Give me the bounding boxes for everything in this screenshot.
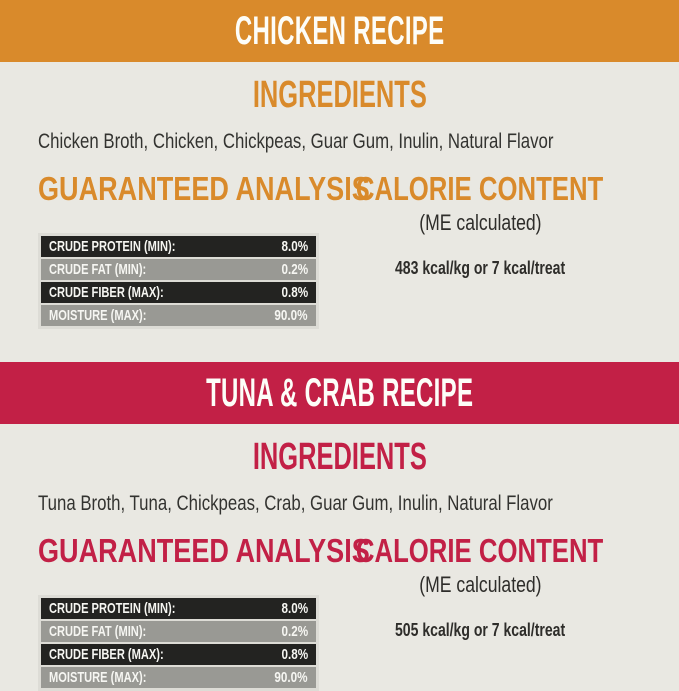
tuna-detail-columns: GUARANTEED ANALYSIS CRUDE PROTEIN (MIN):… — [38, 532, 641, 691]
tuna-ingredients-list: Tuna Broth, Tuna, Chickpeas, Crab, Guar … — [38, 492, 641, 518]
chicken-analysis-heading-text: GUARANTEED ANALYSIS — [38, 170, 370, 207]
row-label: CRUDE FIBER (MAX): — [49, 284, 164, 301]
row-label: CRUDE FAT (MIN): — [49, 261, 147, 278]
tuna-crab-recipe-section: TUNA & CRAB RECIPE INGREDIENTS Tuna Brot… — [0, 362, 679, 691]
row-value: 8.0% — [281, 238, 308, 255]
tuna-analysis-column: GUARANTEED ANALYSIS CRUDE PROTEIN (MIN):… — [38, 534, 370, 691]
tuna-calorie-value: 505 kcal/kg or 7 kcal/treat — [319, 620, 641, 642]
chicken-analysis-column: GUARANTEED ANALYSIS CRUDE PROTEIN (MIN):… — [38, 172, 370, 329]
tuna-ingredients-list-text: Tuna Broth, Tuna, Chickpeas, Crab, Guar … — [38, 492, 553, 515]
tuna-crab-recipe-banner: TUNA & CRAB RECIPE — [0, 362, 679, 424]
row-value: 0.8% — [281, 646, 308, 663]
row-label: CRUDE PROTEIN (MIN): — [49, 600, 176, 617]
chicken-recipe-section: CHICKEN RECIPE INGREDIENTS Chicken Broth… — [0, 0, 679, 329]
row-value: 0.2% — [281, 261, 308, 278]
tuna-analysis-heading-text: GUARANTEED ANALYSIS — [38, 532, 370, 569]
row-label: CRUDE FIBER (MAX): — [49, 646, 164, 663]
tuna-ingredients-heading: INGREDIENTS — [38, 436, 641, 482]
row-value: 0.8% — [281, 284, 308, 301]
table-row: CRUDE FAT (MIN): 0.2% — [41, 259, 316, 280]
chicken-recipe-banner-title: CHICKEN RECIPE — [234, 9, 445, 53]
chicken-ingredients-heading-text: INGREDIENTS — [252, 74, 427, 116]
table-row: MOISTURE (MAX): 90.0% — [41, 667, 316, 688]
chicken-calorie-heading-text: CALORIE CONTENT — [356, 170, 604, 207]
tuna-calorie-subheading-text: (ME calculated) — [418, 572, 542, 597]
chicken-calorie-heading: CALORIE CONTENT — [319, 170, 641, 209]
chicken-recipe-banner: CHICKEN RECIPE — [0, 0, 679, 62]
chicken-detail-columns: GUARANTEED ANALYSIS CRUDE PROTEIN (MIN):… — [38, 170, 641, 329]
row-value: 8.0% — [281, 600, 308, 617]
tuna-calorie-subheading: (ME calculated) — [319, 573, 641, 600]
row-label: MOISTURE (MAX): — [49, 669, 147, 686]
table-row: CRUDE FAT (MIN): 0.2% — [41, 621, 316, 642]
row-value: 90.0% — [274, 307, 308, 324]
tuna-calorie-heading: CALORIE CONTENT — [319, 532, 641, 571]
row-label: CRUDE PROTEIN (MIN): — [49, 238, 176, 255]
chicken-ingredients-list-text: Chicken Broth, Chicken, Chickpeas, Guar … — [38, 130, 554, 153]
tuna-ingredients-heading-text: INGREDIENTS — [252, 436, 427, 478]
chicken-recipe-content: INGREDIENTS Chicken Broth, Chicken, Chic… — [0, 74, 679, 329]
row-label: CRUDE FAT (MIN): — [49, 623, 147, 640]
table-row: CRUDE PROTEIN (MIN): 8.0% — [41, 598, 316, 619]
chicken-calorie-value-text: 483 kcal/kg or 7 kcal/treat — [394, 258, 566, 278]
chicken-calorie-column: CALORIE CONTENT (ME calculated) 483 kcal… — [319, 170, 641, 329]
table-row: CRUDE PROTEIN (MIN): 8.0% — [41, 236, 316, 257]
chicken-ingredients-list: Chicken Broth, Chicken, Chickpeas, Guar … — [38, 130, 641, 156]
chicken-ingredients-heading: INGREDIENTS — [38, 74, 641, 120]
row-label: MOISTURE (MAX): — [49, 307, 147, 324]
table-row: CRUDE FIBER (MAX): 0.8% — [41, 644, 316, 665]
row-value: 90.0% — [274, 669, 308, 686]
chicken-calorie-value: 483 kcal/kg or 7 kcal/treat — [319, 258, 641, 280]
table-row: MOISTURE (MAX): 90.0% — [41, 305, 316, 326]
chicken-calorie-subheading: (ME calculated) — [319, 211, 641, 238]
tuna-calorie-heading-text: CALORIE CONTENT — [356, 532, 604, 569]
table-row: CRUDE FIBER (MAX): 0.8% — [41, 282, 316, 303]
row-value: 0.2% — [281, 623, 308, 640]
chicken-analysis-heading: GUARANTEED ANALYSIS — [38, 172, 370, 209]
tuna-crab-recipe-content: INGREDIENTS Tuna Broth, Tuna, Chickpeas,… — [0, 436, 679, 691]
chicken-analysis-table: CRUDE PROTEIN (MIN): 8.0% CRUDE FAT (MIN… — [38, 233, 319, 329]
tuna-calorie-column: CALORIE CONTENT (ME calculated) 505 kcal… — [319, 532, 641, 691]
tuna-crab-recipe-banner-title: TUNA & CRAB RECIPE — [205, 371, 474, 415]
tuna-analysis-table: CRUDE PROTEIN (MIN): 8.0% CRUDE FAT (MIN… — [38, 595, 319, 691]
tuna-analysis-heading: GUARANTEED ANALYSIS — [38, 534, 370, 571]
chicken-calorie-subheading-text: (ME calculated) — [418, 210, 542, 235]
tuna-calorie-value-text: 505 kcal/kg or 7 kcal/treat — [394, 620, 566, 640]
